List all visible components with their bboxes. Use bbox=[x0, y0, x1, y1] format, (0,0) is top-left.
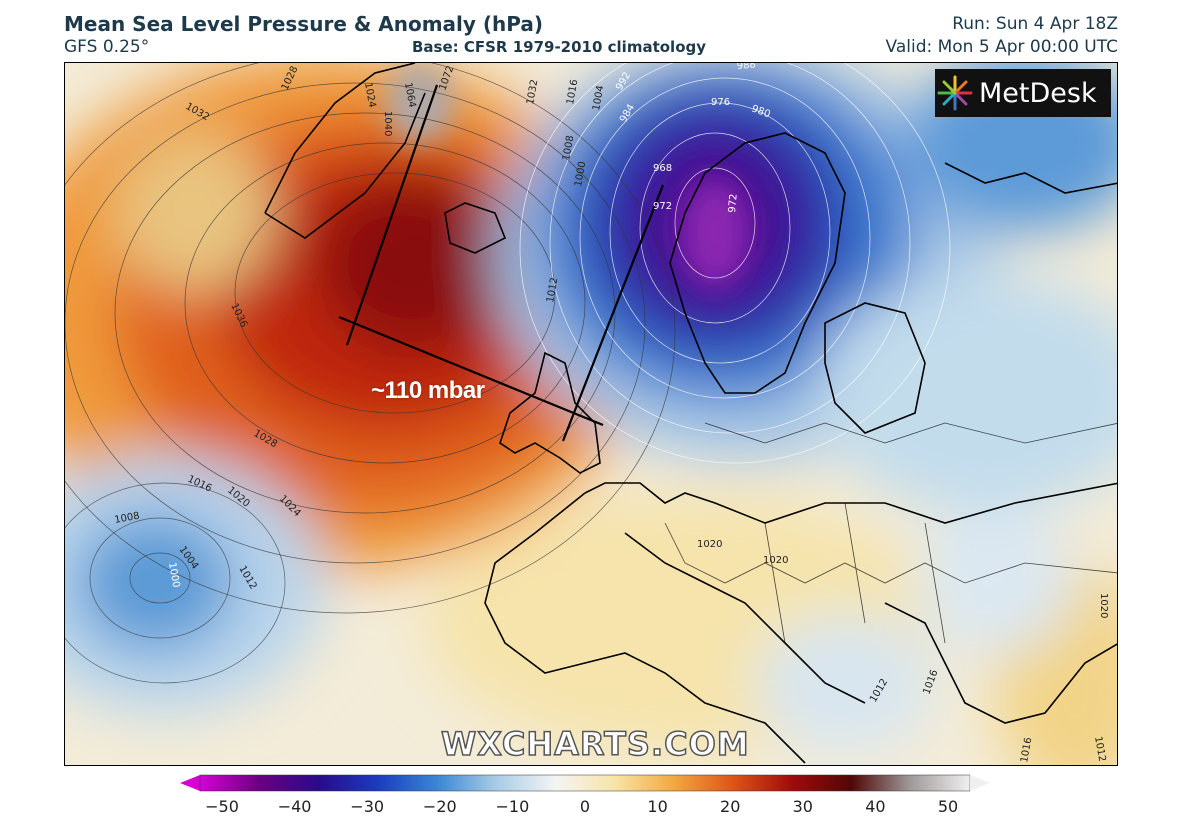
map-canvas: 1028 1024 1032 1040 1064 1072 1032 1016 … bbox=[65, 63, 1117, 765]
colorbar-tick-label: 40 bbox=[865, 797, 886, 816]
isobars-low bbox=[519, 63, 951, 464]
isobar-label: 1000 bbox=[166, 562, 181, 589]
isobar-label: 1012 bbox=[545, 277, 560, 304]
isobar-label: 1040 bbox=[382, 111, 393, 136]
isobar-label: 1020 bbox=[763, 555, 788, 566]
colorbar-tick-label: −50 bbox=[205, 797, 239, 816]
isobar-label: 988 bbox=[736, 63, 756, 72]
isobar-label: 1008 bbox=[561, 135, 576, 162]
pressure-anomaly-map[interactable]: 1028 1024 1032 1040 1064 1072 1032 1016 … bbox=[64, 62, 1118, 766]
colorbar-gradient bbox=[199, 774, 971, 792]
base-climatology-label: Base: CFSR 1979-2010 climatology bbox=[412, 38, 707, 56]
colorbar-tick-label: 0 bbox=[579, 797, 591, 816]
colorbar-tick-label: −20 bbox=[422, 797, 457, 816]
metdesk-logo-text: MetDesk bbox=[979, 77, 1097, 109]
colorbar-tick-label: 50 bbox=[937, 797, 959, 816]
metdesk-starburst-icon bbox=[937, 75, 973, 111]
colorbar-max-arrow bbox=[970, 775, 990, 791]
isobar-label: 1012 bbox=[1092, 736, 1107, 763]
valid-time-label: Valid: Mon 5 Apr 00:00 UTC bbox=[885, 37, 1118, 57]
isobar-label: 1000 bbox=[573, 161, 588, 188]
colorbar-min-arrow bbox=[180, 775, 200, 791]
isobar-label: 1004 bbox=[591, 85, 606, 112]
isobar-label: 1024 bbox=[362, 82, 377, 109]
colorbar bbox=[180, 774, 990, 792]
isobars-sw-low bbox=[65, 482, 286, 684]
pressure-difference-annotation: ~110 mbar bbox=[371, 377, 485, 404]
isobar-label: 1020 bbox=[1098, 593, 1109, 618]
colorbar-tick-label: −30 bbox=[350, 797, 385, 816]
chart-title: Mean Sea Level Pressure & Anomaly (hPa) bbox=[64, 12, 544, 36]
isobar-label: 1016 bbox=[1019, 737, 1034, 764]
isobar-label: 1064 bbox=[402, 82, 417, 109]
isobar-label: 972 bbox=[653, 201, 672, 212]
colorbar-tick-label: −10 bbox=[495, 797, 530, 816]
coastlines bbox=[264, 63, 1117, 764]
colorbar-tick-label: 20 bbox=[720, 797, 741, 816]
run-time-label: Run: Sun 4 Apr 18Z bbox=[952, 14, 1118, 34]
isobar-label: 972 bbox=[727, 193, 740, 213]
isobar-label: 1032 bbox=[525, 79, 540, 106]
isobar-label: 1016 bbox=[565, 79, 580, 106]
colorbar-tick-label: 30 bbox=[792, 797, 813, 816]
colorbar-tick-label: 10 bbox=[647, 797, 668, 816]
cross-section-lines bbox=[338, 84, 665, 442]
isobar-label: 1008 bbox=[114, 511, 141, 526]
isobar-label: 968 bbox=[653, 163, 672, 174]
colorbar-tick-label: −40 bbox=[277, 797, 312, 816]
borders bbox=[664, 422, 1117, 644]
anomaly-core bbox=[385, 63, 750, 288]
wxcharts-watermark: WXCHARTS.COM bbox=[440, 724, 750, 764]
isobar-label: 976 bbox=[711, 97, 730, 108]
isobars-high bbox=[65, 63, 676, 614]
metdesk-logo: MetDesk bbox=[935, 69, 1111, 117]
model-label: GFS 0.25° bbox=[64, 37, 150, 57]
isobar-label: 1020 bbox=[697, 539, 722, 550]
